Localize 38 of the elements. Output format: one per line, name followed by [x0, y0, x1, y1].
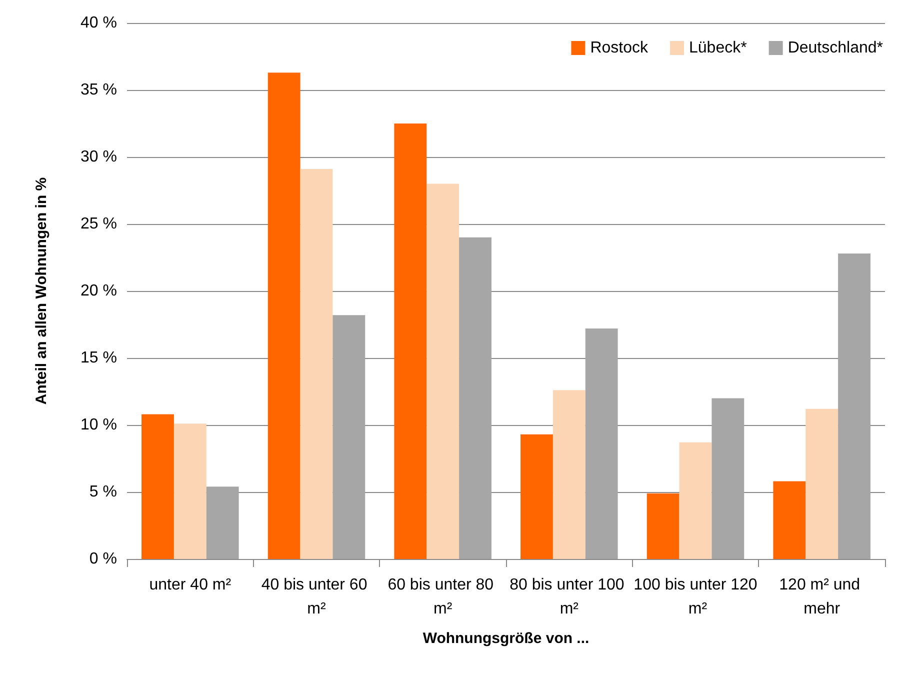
y-tick-label: 0 %	[89, 550, 117, 568]
legend-label: Rostock	[590, 40, 650, 56]
x-axis-title: Wohnungsgröße von ...	[422, 630, 590, 647]
y-tick-label: 20 %	[80, 282, 117, 300]
bar	[459, 237, 492, 559]
legend-label: Lübeck*	[689, 40, 747, 56]
x-tick-label: unter 40 m²	[149, 576, 232, 594]
y-tick-label: 15 %	[80, 350, 117, 366]
x-tick-label: 40 bis unter 60 m²	[261, 576, 372, 618]
bar	[806, 408, 838, 559]
x-tick-label: 100 bis unter 120 m²	[634, 576, 758, 618]
y-tick-label: 30 %	[80, 148, 117, 166]
x-tick-label: 120 m² und mehr	[779, 576, 865, 618]
legend-label: Deutschland*	[788, 40, 883, 56]
bar	[206, 486, 239, 559]
bar	[332, 315, 366, 559]
bar	[520, 434, 553, 559]
bar	[142, 414, 174, 559]
bar	[773, 481, 806, 559]
x-tick-label: 60 bis unter 80 m²	[388, 576, 498, 618]
bar	[585, 328, 618, 559]
bar	[838, 253, 870, 559]
bar	[646, 493, 680, 559]
bar	[712, 398, 744, 559]
bar	[679, 442, 712, 559]
bar	[174, 424, 206, 559]
bar	[552, 390, 586, 559]
bar	[394, 124, 427, 559]
bar	[300, 169, 333, 559]
y-tick-label: 5 %	[89, 484, 117, 500]
bar	[268, 72, 300, 559]
y-tick-label: 10 %	[80, 416, 117, 434]
y-tick-label: 25 %	[80, 216, 117, 232]
x-tick-label: 80 bis unter 100 m²	[510, 576, 629, 618]
y-tick-label: 35 %	[80, 82, 117, 98]
y-axis-title: Anteil an allen Wohnungen in %	[33, 177, 50, 405]
y-tick-label: 40 %	[80, 14, 117, 32]
bar	[426, 184, 460, 559]
